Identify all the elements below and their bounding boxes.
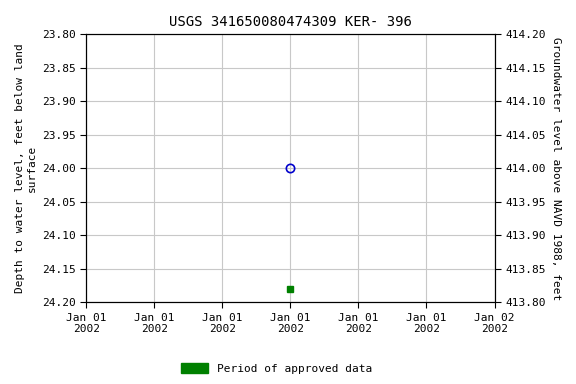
Title: USGS 341650080474309 KER- 396: USGS 341650080474309 KER- 396 — [169, 15, 412, 29]
Y-axis label: Depth to water level, feet below land
surface: Depth to water level, feet below land su… — [15, 43, 37, 293]
Legend: Period of approved data: Period of approved data — [176, 359, 377, 379]
Y-axis label: Groundwater level above NAVD 1988, feet: Groundwater level above NAVD 1988, feet — [551, 37, 561, 300]
